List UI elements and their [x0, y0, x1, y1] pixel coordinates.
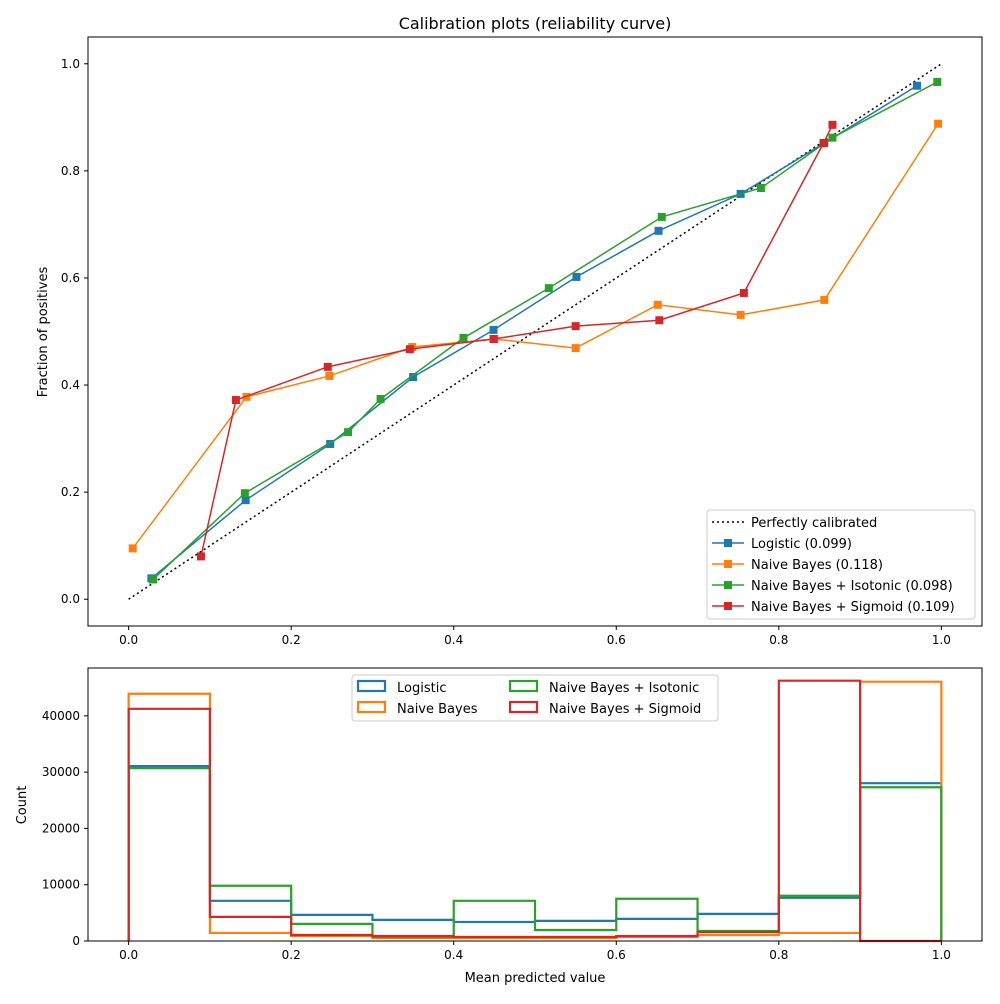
series-line-1	[150, 85, 918, 579]
x-tick-label: 1.0	[932, 948, 951, 962]
y-tick-label: 40000	[42, 709, 80, 723]
legend-label: Naive Bayes	[397, 702, 478, 717]
legend-label: Naive Bayes (0.118)	[751, 558, 883, 573]
histogram-series-3	[127, 679, 942, 943]
legend-marker	[724, 560, 732, 568]
x-tick-label: 0.6	[607, 948, 626, 962]
top-y-axis-label: Fraction of positives	[36, 267, 51, 398]
legend-label: Naive Bayes + Isotonic (0.098)	[751, 579, 953, 594]
data-point	[409, 373, 418, 382]
bottom-x-axis-label: Mean predicted value	[465, 971, 606, 986]
data-point	[571, 322, 580, 331]
legend-label: Naive Bayes + Sigmoid (0.109)	[751, 600, 955, 615]
data-point	[654, 226, 663, 235]
y-tick-label: 0.0	[61, 592, 80, 606]
data-point	[571, 344, 580, 353]
series-line-0	[128, 63, 942, 600]
data-point	[820, 295, 829, 304]
y-tick-label: 0.2	[61, 485, 80, 499]
y-tick-label: 20000	[42, 821, 80, 835]
data-point	[405, 345, 414, 354]
data-point	[756, 183, 765, 192]
bottom-y-axis-label: Count	[15, 786, 30, 825]
legend-marker	[724, 602, 732, 610]
x-tick-label: 0.8	[769, 633, 788, 647]
histogram-plot: 0.0 0.2 0.4 0.6 0.8 1.0 0 10000 20000 30000 40000 L…	[42, 667, 983, 962]
x-tick-label: 0.6	[607, 633, 626, 647]
x-tick-label: 0.8	[769, 948, 788, 962]
x-tick-label: 0.0	[119, 633, 138, 647]
data-point	[128, 544, 137, 553]
data-point	[819, 139, 828, 148]
legend-label: Naive Bayes + Isotonic	[549, 681, 699, 696]
x-tick-label: 0.4	[444, 633, 463, 647]
x-tick-label: 0.0	[119, 948, 138, 962]
data-point	[459, 333, 468, 342]
legend-marker	[724, 539, 732, 547]
top-chart-title: Calibration plots (reliability curve)	[399, 14, 672, 33]
legend-swatch	[508, 679, 539, 693]
legend-label: Logistic (0.099)	[751, 537, 852, 552]
plot-frame	[87, 667, 983, 942]
data-point	[489, 325, 498, 334]
y-tick-label: 30000	[42, 765, 80, 779]
plot-frame	[87, 36, 983, 627]
calibration-plot: 0.0 0.2 0.4 0.6 0.8 1.0 0.0 0.2 0.4 0.6 0.8 1.0 Perf…	[61, 36, 983, 647]
data-point	[196, 552, 205, 561]
data-point	[933, 77, 942, 86]
series-line-4	[200, 124, 834, 557]
legend-label: Naive Bayes + Sigmoid	[549, 702, 701, 717]
data-point	[934, 119, 943, 128]
legend-swatch	[356, 700, 387, 714]
data-point	[149, 575, 158, 584]
legend-marker	[724, 581, 732, 589]
legend-swatch	[356, 679, 387, 693]
legend-box	[706, 509, 976, 620]
data-point	[376, 394, 385, 403]
data-point	[489, 334, 498, 343]
x-tick-label: 0.2	[282, 948, 301, 962]
data-point	[326, 439, 335, 448]
data-point	[657, 212, 666, 221]
y-tick-label: 0	[72, 934, 80, 948]
series-line-3	[152, 81, 938, 580]
data-point	[912, 81, 921, 90]
data-point	[653, 300, 662, 309]
histogram-series-2	[127, 767, 943, 941]
data-point	[828, 120, 837, 129]
data-point	[739, 288, 748, 297]
x-tick-label: 0.2	[282, 633, 301, 647]
data-point	[736, 310, 745, 319]
y-tick-label: 1.0	[61, 57, 80, 71]
data-point	[241, 496, 250, 505]
data-point	[544, 284, 553, 293]
data-point	[828, 133, 837, 142]
y-tick-label: 0.8	[61, 164, 80, 178]
data-point	[572, 272, 581, 281]
series-line-2	[132, 123, 939, 549]
legend-swatch	[508, 700, 539, 714]
legend-box	[351, 674, 719, 722]
data-point	[344, 428, 353, 437]
data-point	[325, 371, 334, 380]
data-point	[240, 489, 249, 498]
legend-label: Logistic	[397, 681, 446, 696]
y-tick-label: 10000	[42, 878, 80, 892]
data-point	[231, 396, 240, 405]
y-tick-label: 0.6	[61, 271, 80, 285]
y-tick-label: 0.4	[61, 378, 80, 392]
data-point	[655, 316, 664, 325]
x-tick-label: 1.0	[932, 633, 951, 647]
legend-label: Perfectly calibrated	[751, 516, 877, 531]
data-point	[323, 362, 332, 371]
x-tick-label: 0.4	[444, 948, 463, 962]
